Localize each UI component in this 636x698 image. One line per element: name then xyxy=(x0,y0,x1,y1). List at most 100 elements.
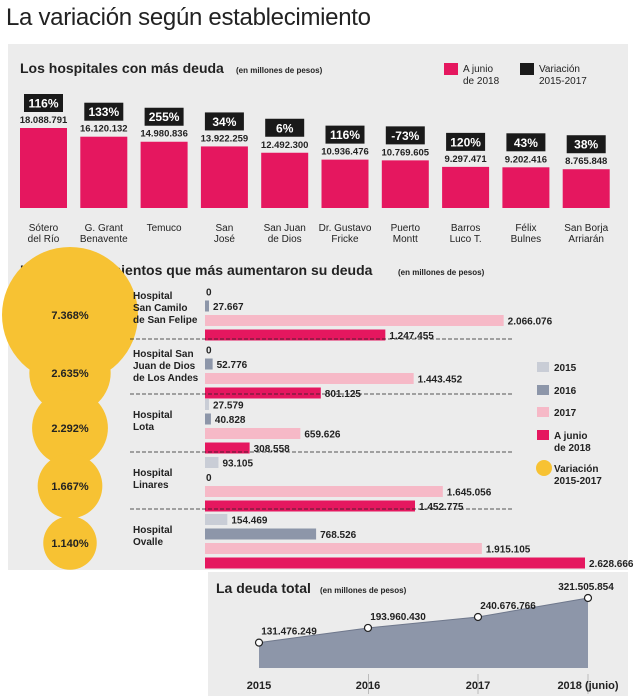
variation-bubble-label: 2.635% xyxy=(51,368,89,380)
bar xyxy=(205,413,211,425)
category-label: Benavente xyxy=(80,234,128,245)
category-label: San Borja xyxy=(564,223,608,234)
variation-badge xyxy=(385,126,425,145)
variation-bubble-label: 1.667% xyxy=(51,481,89,493)
page-title: La variación según establecimiento xyxy=(6,4,371,31)
x-tick-label: 2017 xyxy=(466,680,490,692)
variation-badge xyxy=(24,94,63,112)
hospital-name: Hospital xyxy=(133,468,173,479)
category-label: Fricke xyxy=(331,234,359,245)
bar-value-label: 2.066.076 xyxy=(508,317,553,328)
variation-badge xyxy=(566,135,606,154)
category-label: G. Grant xyxy=(85,223,124,234)
variation-label: -73% xyxy=(391,129,419,143)
bar-value-label: 659.626 xyxy=(304,430,341,441)
middle-chart-subtitle: (en millones de pesos) xyxy=(398,268,485,277)
bar-value-label: 0 xyxy=(206,346,212,357)
legend-swatch xyxy=(537,362,549,372)
bar-value-label: 1.247.455 xyxy=(389,331,434,342)
legend-swatch xyxy=(537,430,549,440)
total-chart-subtitle: (en millones de pesos) xyxy=(320,586,407,595)
bar xyxy=(381,160,429,208)
total-value-label: 193.960.430 xyxy=(370,612,426,623)
bar xyxy=(205,399,209,410)
x-tick-label: 2015 xyxy=(247,680,271,692)
variation-label: 6% xyxy=(276,121,294,135)
bar xyxy=(205,442,250,454)
bar xyxy=(205,300,209,312)
total-point xyxy=(473,612,483,622)
bar xyxy=(562,169,610,208)
legend-swatch xyxy=(444,63,458,75)
hospital-name: Hospital xyxy=(133,291,173,302)
category-label: Dr. Gustavo xyxy=(319,223,372,234)
category-label: Luco T. xyxy=(450,234,482,245)
bar xyxy=(205,543,482,554)
bar-value-label: 8.765.848 xyxy=(565,156,607,167)
bar xyxy=(261,152,309,208)
total-point xyxy=(254,638,264,647)
variation-label: 116% xyxy=(28,97,58,111)
legend-label: 2017 xyxy=(554,408,577,419)
bar xyxy=(205,457,219,468)
hospital-name: Linares xyxy=(133,480,169,491)
hospital-name: Juan de Dios xyxy=(133,361,196,372)
bar xyxy=(205,373,414,384)
bar xyxy=(205,528,317,540)
category-label: del Río xyxy=(28,234,60,245)
variation-badge xyxy=(144,107,184,126)
bar xyxy=(20,128,67,208)
legend-label: A junio xyxy=(554,431,588,442)
legend-label: 2015-2017 xyxy=(539,76,587,87)
bar-value-label: 16.120.132 xyxy=(80,124,128,135)
category-label: Félix xyxy=(515,223,536,234)
bar-value-label: 1.452.775 xyxy=(419,502,464,513)
legend-label: A junio xyxy=(463,64,493,75)
bar-value-label: 2.628.666 xyxy=(589,559,634,570)
bar xyxy=(321,159,369,208)
bar-value-label: 27.579 xyxy=(213,401,244,412)
bar-value-label: 801.125 xyxy=(325,389,362,400)
bar-value-label: 27.667 xyxy=(213,302,244,313)
bar-value-label: 1.915.105 xyxy=(486,545,531,556)
total-axis-strip xyxy=(216,674,622,694)
variation-label: 133% xyxy=(88,105,119,119)
x-tick-label: 2018 (junio) xyxy=(557,680,618,692)
bar-value-label: 10.769.605 xyxy=(382,147,430,158)
bar xyxy=(200,146,248,208)
hospital-name: Hospital xyxy=(133,410,173,421)
category-label: Arriarán xyxy=(568,234,604,245)
total-value-label: 321.505.854 xyxy=(558,582,614,593)
legend-label: Variación xyxy=(554,464,598,475)
variation-badge xyxy=(325,125,365,144)
bar-value-label: 1.443.452 xyxy=(418,375,463,386)
bar xyxy=(205,358,213,370)
bar xyxy=(205,315,504,326)
variation-bubble-label: 1.140% xyxy=(51,538,89,550)
variation-bubble xyxy=(29,332,111,414)
top-chart-subtitle: (en millones de pesos) xyxy=(236,66,323,75)
bar-value-label: 0 xyxy=(206,288,212,299)
legend-label: 2015 xyxy=(554,363,577,374)
variation-label: 43% xyxy=(514,136,538,150)
legend-swatch xyxy=(537,385,549,395)
total-line xyxy=(258,597,589,644)
legend-label: 2016 xyxy=(554,386,577,397)
bar-value-label: 13.922.259 xyxy=(201,133,249,144)
bar xyxy=(205,329,386,341)
legend-swatch xyxy=(520,63,534,75)
variation-label: 255% xyxy=(149,110,180,124)
variation-bubble xyxy=(32,390,108,466)
bar-value-label: 9.297.471 xyxy=(444,154,487,165)
variation-badge xyxy=(446,132,486,151)
hospital-name: de San Felipe xyxy=(133,315,198,326)
variation-badge xyxy=(204,112,244,131)
legend-swatch xyxy=(537,407,549,417)
bar-value-label: 1.645.056 xyxy=(447,488,492,499)
variation-label: 116% xyxy=(330,128,360,142)
hospital-name: Hospital xyxy=(133,525,173,536)
variation-label: 120% xyxy=(450,135,481,149)
bar xyxy=(205,428,301,439)
bar-value-label: 12.492.300 xyxy=(261,140,309,151)
hospital-name: de Los Andes xyxy=(133,373,199,384)
